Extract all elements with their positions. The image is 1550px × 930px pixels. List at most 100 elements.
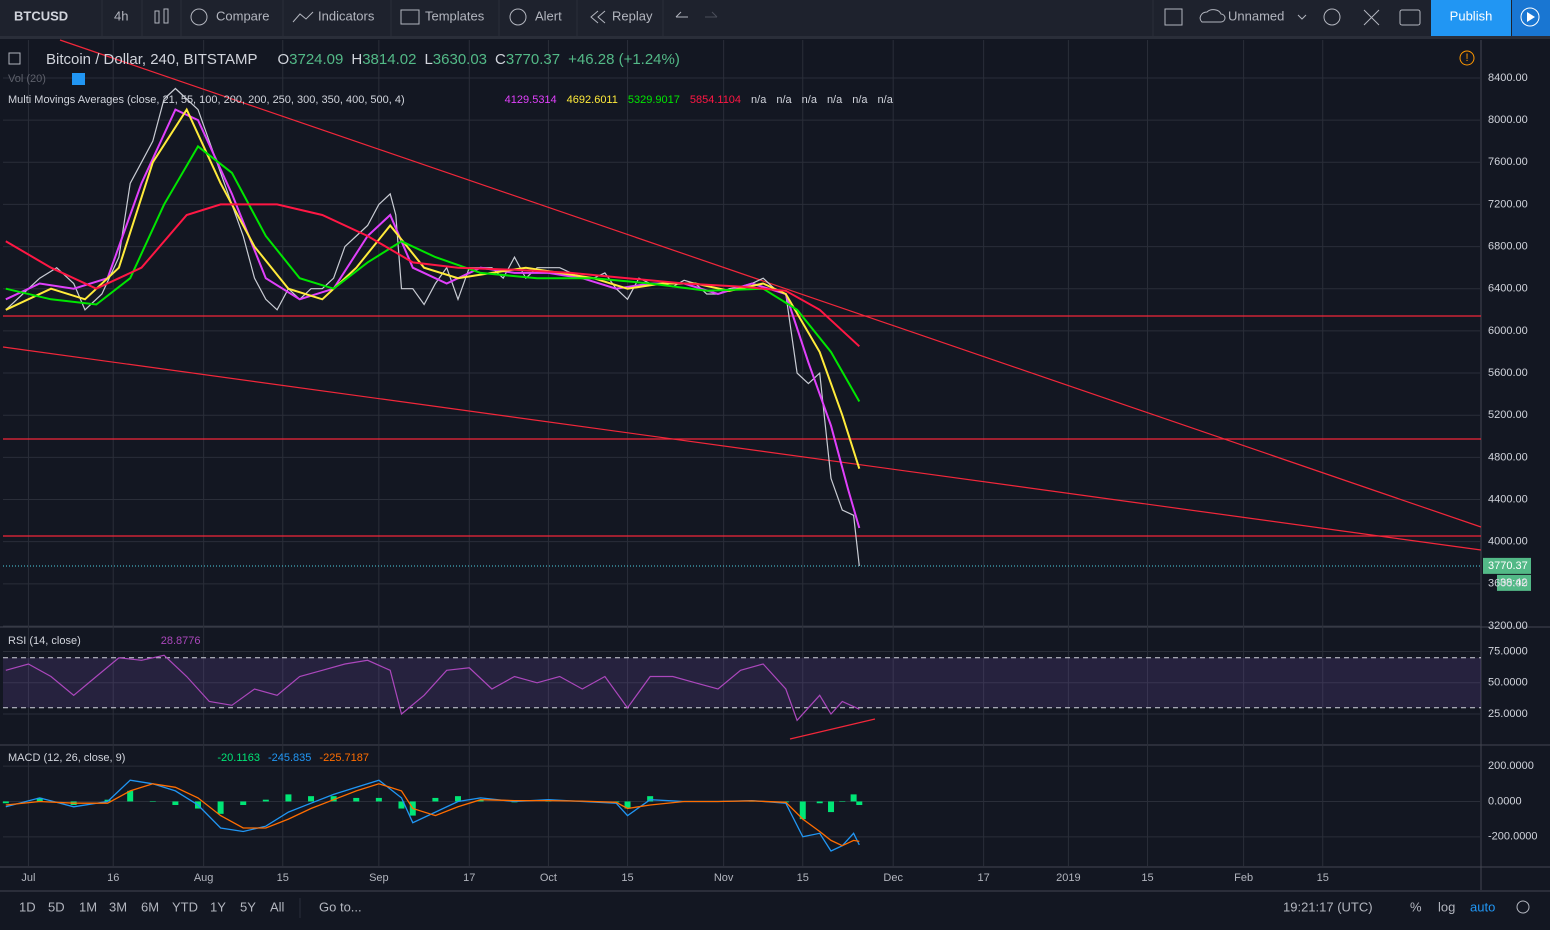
range-button[interactable]: 1D (19, 899, 36, 914)
macd-legend: MACD (12, 26, close, 9) -20.1163 -245.835-… (8, 752, 369, 764)
series-line (5, 783, 860, 847)
histogram-bar (217, 801, 224, 814)
histogram-bar (308, 796, 315, 802)
histogram-bar (799, 801, 806, 820)
x-tick-label: 15 (1317, 872, 1329, 884)
interval[interactable]: 4h (114, 8, 128, 23)
x-tick-label: 17 (463, 872, 475, 884)
rsi-divergence-line (789, 718, 876, 740)
x-tick-label: Oct (540, 872, 557, 884)
indicators-button[interactable]: Indicators (318, 8, 375, 23)
y-tick-label: 6000.00 (1488, 325, 1528, 337)
range-button[interactable]: All (270, 899, 285, 914)
layout-dropdown[interactable] (1297, 14, 1307, 20)
percent-toggle[interactable]: % (1410, 899, 1422, 914)
warning-icon[interactable] (1459, 50, 1475, 66)
y-tick-label: 25.0000 (1488, 708, 1528, 720)
histogram-bar (172, 801, 179, 805)
mma-value: 5854.1104 (690, 94, 741, 106)
na-value: n/a (852, 94, 868, 106)
axis-settings[interactable] (1516, 900, 1530, 914)
hist-value: -20.1163 (217, 752, 260, 764)
redo-button[interactable] (705, 11, 718, 18)
price-badge-label: 3770.37 (1488, 560, 1528, 572)
x-tick-label: Dec (883, 872, 903, 884)
x-tick-label: Nov (714, 872, 734, 884)
drawings (2, 39, 1482, 740)
rsi-value: 28.8776 (161, 635, 201, 647)
countdown-label: 38:42 (1500, 577, 1528, 589)
range-button[interactable]: 6M (141, 899, 159, 914)
histogram-bar (104, 799, 111, 802)
series-line (5, 203, 860, 348)
trend-line (59, 39, 1482, 528)
replay-button[interactable]: Replay (612, 8, 653, 23)
y-tick-label: 3600.00 (1488, 578, 1528, 590)
x-tick-label: Aug (194, 872, 214, 884)
replay-icon[interactable] (590, 10, 606, 24)
volume-legend[interactable]: Vol (20) (8, 73, 46, 85)
alert-button[interactable]: Alert (535, 8, 562, 23)
y-tick-label: 6800.00 (1488, 240, 1528, 252)
price-badge (1483, 557, 1531, 574)
goto-button[interactable]: Go to... (319, 899, 362, 914)
indicators-icon[interactable] (292, 11, 314, 23)
publish-bg[interactable] (1431, 0, 1511, 36)
fullscreen-button[interactable] (1363, 9, 1380, 26)
candle-icon[interactable] (154, 8, 169, 24)
histogram-bar (454, 796, 461, 802)
na-value: n/a (751, 94, 767, 106)
histogram-bar (330, 796, 337, 802)
y-tick-label: 4000.00 (1488, 536, 1528, 548)
eye-icon[interactable] (72, 73, 85, 85)
x-tick-label: 15 (797, 872, 809, 884)
log-toggle[interactable]: log (1438, 899, 1455, 914)
templates-button[interactable]: Templates (425, 8, 485, 23)
ohlc-value: 3724.09 (289, 51, 343, 68)
toolbar-separators (101, 0, 1154, 36)
templates-icon[interactable] (400, 9, 420, 25)
cloud-icon[interactable] (1199, 9, 1226, 23)
histogram-bar (647, 796, 654, 802)
x-tick-label: Feb (1234, 872, 1253, 884)
settings-button[interactable] (1323, 8, 1341, 26)
plots: 3770.37 38:42 (2, 87, 1531, 852)
symbol[interactable]: BTCUSD (14, 8, 68, 23)
mma-value: 4129.5314 (505, 94, 557, 106)
histogram-bar (375, 797, 382, 802)
ohlc-value: 3630.03 (433, 51, 487, 68)
series-line (5, 108, 861, 529)
range-button[interactable]: 3M (109, 899, 127, 914)
histogram-bar (127, 790, 134, 802)
range-button[interactable]: YTD (172, 899, 198, 914)
publish-button[interactable]: Publish (1450, 8, 1493, 23)
macd-value: -245.835 (268, 752, 311, 764)
series-line (5, 107, 861, 470)
undo-button[interactable] (675, 11, 688, 18)
histogram-bar (262, 799, 269, 802)
x-tick-label: 15 (277, 872, 289, 884)
play-icon (1527, 12, 1535, 22)
pane-borders (0, 40, 1550, 892)
compare-button[interactable]: Compare (216, 8, 269, 23)
histogram-bar (850, 794, 857, 802)
layout-toggle[interactable] (1164, 8, 1183, 26)
x-tick-label: Sep (369, 872, 389, 884)
range-button[interactable]: 5Y (240, 899, 256, 914)
histogram-bar (36, 797, 43, 802)
compare-icon[interactable] (190, 8, 208, 26)
snapshot-button[interactable] (1399, 9, 1421, 26)
alert-icon[interactable] (509, 8, 527, 26)
auto-toggle[interactable]: auto (1470, 899, 1495, 914)
range-button[interactable]: 1M (79, 899, 97, 914)
x-tick-label: 16 (107, 872, 119, 884)
x-tick-label: 15 (621, 872, 633, 884)
range-button[interactable]: 5D (48, 899, 65, 914)
range-button[interactable]: 1Y (210, 899, 226, 914)
stream-button[interactable] (1520, 7, 1540, 27)
collapse-icon[interactable] (8, 52, 21, 65)
layout-name[interactable]: Unnamed (1228, 8, 1284, 23)
histogram-bar (624, 801, 631, 809)
